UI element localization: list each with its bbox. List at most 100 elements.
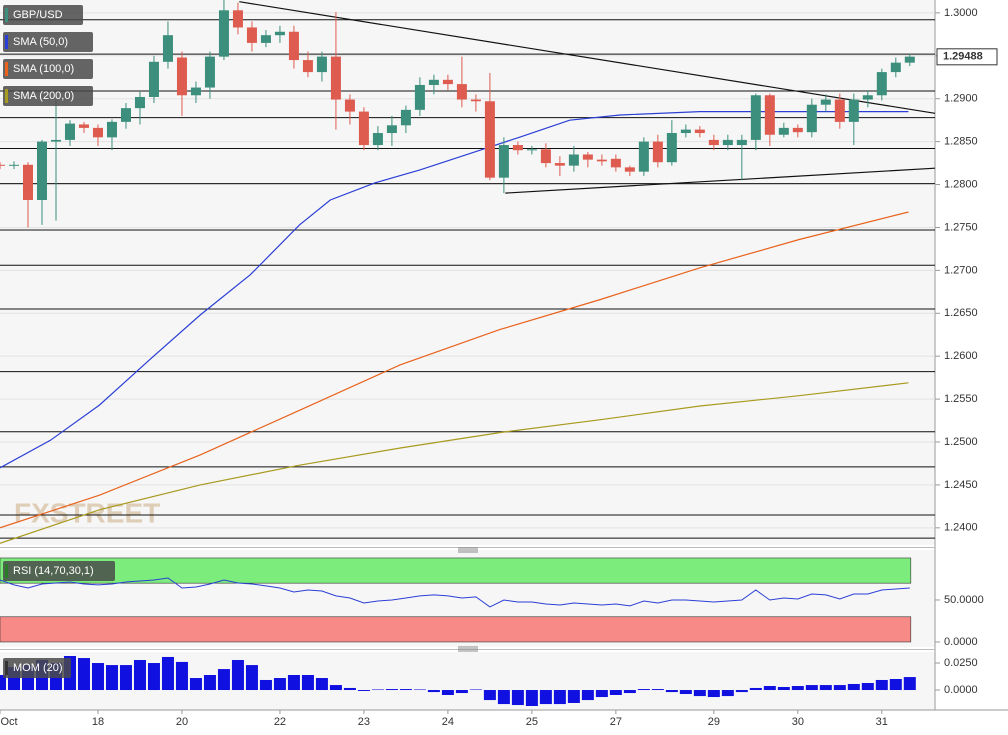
mom-bar [189, 678, 202, 691]
candle-body [862, 95, 873, 100]
legend-swatch [5, 35, 8, 49]
sma-line [0, 382, 909, 544]
legend-swatch [5, 8, 8, 22]
candle-body [820, 99, 831, 105]
candle-body [708, 139, 719, 146]
mom-bar [119, 665, 132, 691]
x-tick-label: 27 [610, 716, 622, 728]
mom-bar [245, 665, 258, 691]
mom-bar [105, 665, 118, 691]
mom-bar [623, 690, 636, 694]
mom-bar [315, 678, 328, 691]
candle-body [0, 164, 5, 166]
candle-body [22, 164, 33, 200]
candle-body [162, 35, 173, 62]
candle-body [652, 141, 663, 163]
sma-line [0, 111, 909, 469]
y-tick-label: 1.2650 [944, 307, 978, 319]
legend-box [3, 32, 93, 52]
candle-body [764, 95, 775, 135]
candle-body [750, 95, 761, 140]
legend-label: SMA (50,0) [13, 36, 68, 48]
mom-bar [343, 687, 356, 691]
candle-body [260, 35, 271, 43]
candle-body [176, 57, 187, 96]
y-tick-label: 50.0000 [944, 594, 984, 606]
candle-body [722, 139, 733, 146]
candle-body [414, 84, 425, 110]
candle-body [148, 61, 159, 97]
candle-body [190, 87, 201, 96]
candle-body [596, 159, 607, 162]
x-tick-label: Oct [0, 716, 17, 728]
watermark: FXSTREET [14, 497, 160, 528]
y-tick-label: 1.2850 [944, 136, 978, 148]
legend-label: MOM (20) [13, 662, 63, 674]
candle-body [624, 167, 635, 172]
legend-box [3, 658, 71, 678]
legend-swatch [5, 62, 8, 76]
mom-bar [651, 689, 664, 691]
mom-bar [665, 690, 678, 693]
legend-label: SMA (100,0) [13, 63, 74, 75]
trend-line [239, 1, 936, 114]
x-tick-label: 25 [526, 716, 538, 728]
legend-box [3, 86, 93, 106]
y-tick-label: 1.2800 [944, 178, 978, 190]
candle-body [792, 127, 803, 133]
x-tick-label: 22 [274, 716, 286, 728]
candle-body [428, 79, 439, 85]
x-tick-label: 18 [92, 716, 104, 728]
mom-bar [609, 690, 622, 695]
mom-bar [0, 675, 6, 691]
candle-body [400, 109, 411, 126]
candle-body [470, 99, 481, 102]
candle-body [288, 31, 299, 61]
candle-body [50, 139, 61, 142]
candle-body [638, 141, 649, 172]
mom-bar [427, 690, 440, 693]
x-tick-label: 31 [876, 716, 888, 728]
y-tick-label: 0.0000 [944, 684, 978, 696]
mom-bar [399, 689, 412, 691]
candle-body [204, 56, 215, 88]
mom-bar [273, 678, 286, 691]
x-tick-label: 30 [792, 716, 804, 728]
candle-body [498, 145, 509, 178]
mom-bar [287, 675, 300, 691]
mom-bar [847, 683, 860, 691]
mom-bar [441, 690, 454, 695]
mom-bar [763, 686, 776, 691]
x-tick-label: 29 [708, 716, 720, 728]
mom-bar [875, 679, 888, 691]
mom-bar [903, 677, 916, 691]
y-tick-label: 0.0250 [944, 657, 978, 669]
mom-bar [385, 689, 398, 691]
rsi-band [0, 616, 912, 643]
mom-bar [301, 675, 314, 691]
mom-bar [77, 658, 90, 691]
mom-bar [483, 690, 496, 701]
candle-body [36, 141, 47, 200]
last-price-box [936, 48, 998, 66]
mom-bar [525, 690, 538, 707]
mom-bar [833, 685, 846, 691]
candle-body [92, 127, 103, 138]
mom-bar [455, 690, 468, 694]
candle-body [134, 96, 145, 109]
mom-bar [679, 690, 692, 695]
mom-bar [805, 685, 818, 691]
candle-body [834, 99, 845, 122]
legend-box [3, 5, 83, 25]
candle-body [484, 101, 495, 178]
candle-body [442, 79, 453, 85]
y-tick-label: 1.2600 [944, 350, 978, 362]
mom-bar [413, 689, 426, 691]
candle-body [358, 111, 369, 146]
candle-body [8, 164, 19, 166]
mom-bar [567, 690, 580, 703]
candle-body [344, 99, 355, 112]
candle-body [778, 127, 789, 135]
trend-line [505, 167, 936, 194]
